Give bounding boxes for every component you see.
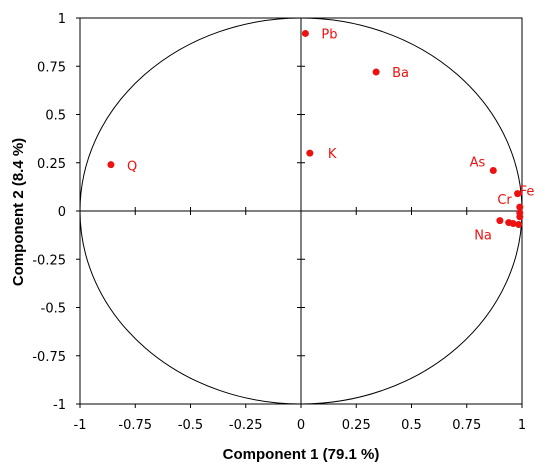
data-point (496, 217, 504, 225)
x-tick-label: 0.25 (342, 418, 371, 433)
x-tick-label: -0.75 (118, 418, 152, 433)
x-tick-label: -0.25 (229, 418, 263, 433)
y-tick-labels: 1 0.75 0.5 0.25 0 -0.25 -0.5 -0.75 -1 (32, 12, 66, 413)
point-label: Na (474, 229, 492, 244)
x-axis-title: Component 1 (79.1 %) (223, 446, 380, 463)
y-tick-label: -1 (53, 398, 66, 413)
data-points: Pb Ba K Q As Fe Cr Na (107, 27, 535, 244)
point-label: Fe (520, 185, 535, 200)
y-tick-label: 0.75 (37, 60, 66, 75)
point-label: Q (127, 160, 137, 175)
data-point (301, 29, 309, 37)
data-point (306, 149, 314, 157)
x-tick-labels: -1 -0.75 -0.5 -0.25 0 0.25 0.5 0.75 1 (74, 418, 527, 433)
y-tick-label: -0.75 (32, 350, 66, 365)
y-tick-label: -0.5 (41, 302, 66, 317)
data-point (107, 161, 115, 169)
data-point (372, 68, 380, 76)
point-label: As (470, 155, 486, 170)
y-tick-label: 0.25 (37, 157, 66, 172)
y-tick-label: 1 (58, 12, 66, 27)
point-label: Ba (392, 66, 409, 81)
data-point (509, 220, 517, 228)
data-point (515, 221, 523, 229)
y-axis-title: Component 2 (8.4 %) (10, 138, 27, 286)
x-tick-label: 0 (297, 418, 305, 433)
y-tick-label: 0.5 (45, 109, 66, 124)
point-label: K (328, 147, 337, 162)
data-point (514, 190, 522, 198)
point-label: Pb (321, 27, 337, 42)
data-point (489, 166, 497, 174)
x-tick-label: -1 (74, 418, 87, 433)
y-tick-label: -0.25 (32, 253, 66, 268)
point-label: Cr (497, 193, 512, 208)
x-tick-label: 0.5 (401, 418, 422, 433)
x-tick-label: 1 (518, 418, 526, 433)
x-tick-label: 0.75 (452, 418, 481, 433)
data-point (516, 213, 524, 221)
y-tick-label: 0 (58, 205, 66, 220)
x-tick-label: -0.5 (178, 418, 203, 433)
data-point (516, 203, 524, 211)
